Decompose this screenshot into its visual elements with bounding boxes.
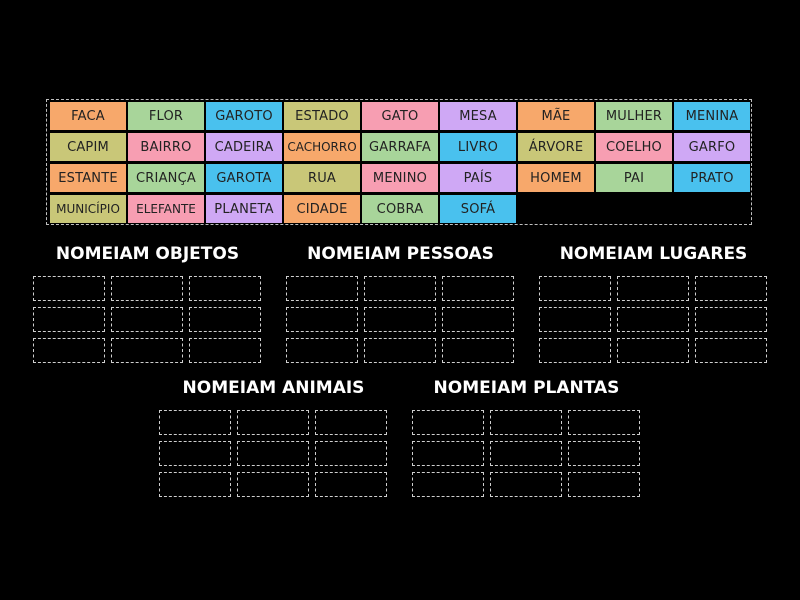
drop-slot[interactable] [617,276,689,301]
word-tile[interactable]: MENINA [674,102,750,130]
drop-slot[interactable] [286,307,358,332]
drop-slot[interactable] [442,338,514,363]
word-tile[interactable]: CACHORRO [284,133,360,161]
word-tile[interactable]: SOFÁ [440,195,516,223]
drop-slot[interactable] [315,441,387,466]
word-tile[interactable]: PAÍS [440,164,516,192]
drop-slot[interactable] [442,307,514,332]
drop-slot[interactable] [159,410,231,435]
drop-slot[interactable] [412,410,484,435]
drop-slot[interactable] [490,410,562,435]
drop-slot[interactable] [111,276,183,301]
drop-slot[interactable] [237,441,309,466]
word-tile[interactable]: PRATO [674,164,750,192]
word-tile[interactable]: COELHO [596,133,672,161]
drop-slot[interactable] [33,307,105,332]
word-tile[interactable]: GARRAFA [362,133,438,161]
word-tile[interactable]: FLOR [128,102,204,130]
drop-slot[interactable] [237,410,309,435]
word-tile[interactable]: HOMEM [518,164,594,192]
drop-slot[interactable] [315,410,387,435]
drop-slot[interactable] [33,276,105,301]
word-pool [46,99,752,225]
drop-slot[interactable] [568,472,640,497]
drop-slot[interactable] [364,307,436,332]
drop-slot[interactable] [617,338,689,363]
drop-slot[interactable] [539,307,611,332]
word-tile[interactable]: MUNICÍPIO [50,195,126,223]
drop-slot[interactable] [412,472,484,497]
word-tile[interactable]: RUA [284,164,360,192]
drop-slot[interactable] [189,276,261,301]
drop-slot[interactable] [159,441,231,466]
drop-slot[interactable] [490,441,562,466]
group-title: NOMEIAM PESSOAS [307,244,494,264]
drop-slot[interactable] [442,276,514,301]
drop-slot[interactable] [695,338,767,363]
drop-slot[interactable] [364,338,436,363]
word-tile[interactable]: GARFO [674,133,750,161]
drop-slot[interactable] [568,441,640,466]
group-title: NOMEIAM PLANTAS [433,378,620,398]
drop-slot[interactable] [189,307,261,332]
drop-slot[interactable] [111,338,183,363]
drop-slot[interactable] [539,276,611,301]
word-tile[interactable]: ÁRVORE [518,133,594,161]
drop-slot[interactable] [111,307,183,332]
word-tile[interactable]: CIDADE [284,195,360,223]
group-title: NOMEIAM ANIMAIS [182,378,365,398]
drop-slot[interactable] [286,338,358,363]
drop-slot[interactable] [412,441,484,466]
word-tile[interactable]: CADEIRA [206,133,282,161]
drop-slot[interactable] [695,276,767,301]
drop-slot[interactable] [189,338,261,363]
word-tile[interactable]: COBRA [362,195,438,223]
word-tile[interactable]: MENINO [362,164,438,192]
word-tile[interactable]: GATO [362,102,438,130]
drop-slot[interactable] [237,472,309,497]
drop-slot[interactable] [568,410,640,435]
drop-slot[interactable] [286,276,358,301]
word-tile[interactable]: MULHER [596,102,672,130]
group-title: NOMEIAM LUGARES [559,244,748,264]
group-title: NOMEIAM OBJETOS [55,244,240,264]
word-tile[interactable]: GAROTO [206,102,282,130]
word-tile[interactable]: BAIRRO [128,133,204,161]
drop-slot[interactable] [617,307,689,332]
word-tile[interactable]: ESTANTE [50,164,126,192]
word-tile[interactable]: PLANETA [206,195,282,223]
word-tile[interactable]: GAROTA [206,164,282,192]
word-tile[interactable]: CRIANÇA [128,164,204,192]
word-tile[interactable]: CAPIM [50,133,126,161]
word-tile[interactable]: PAI [596,164,672,192]
word-tile[interactable]: FACA [50,102,126,130]
drop-slot[interactable] [33,338,105,363]
drop-slot[interactable] [539,338,611,363]
word-tile[interactable]: MÃE [518,102,594,130]
word-tile[interactable]: ESTADO [284,102,360,130]
word-tile[interactable]: MESA [440,102,516,130]
drop-slot[interactable] [364,276,436,301]
drop-slot[interactable] [695,307,767,332]
drop-slot[interactable] [315,472,387,497]
drop-slot[interactable] [159,472,231,497]
word-tile[interactable]: ELEFANTE [128,195,204,223]
word-tile[interactable]: LIVRO [440,133,516,161]
drop-slot[interactable] [490,472,562,497]
